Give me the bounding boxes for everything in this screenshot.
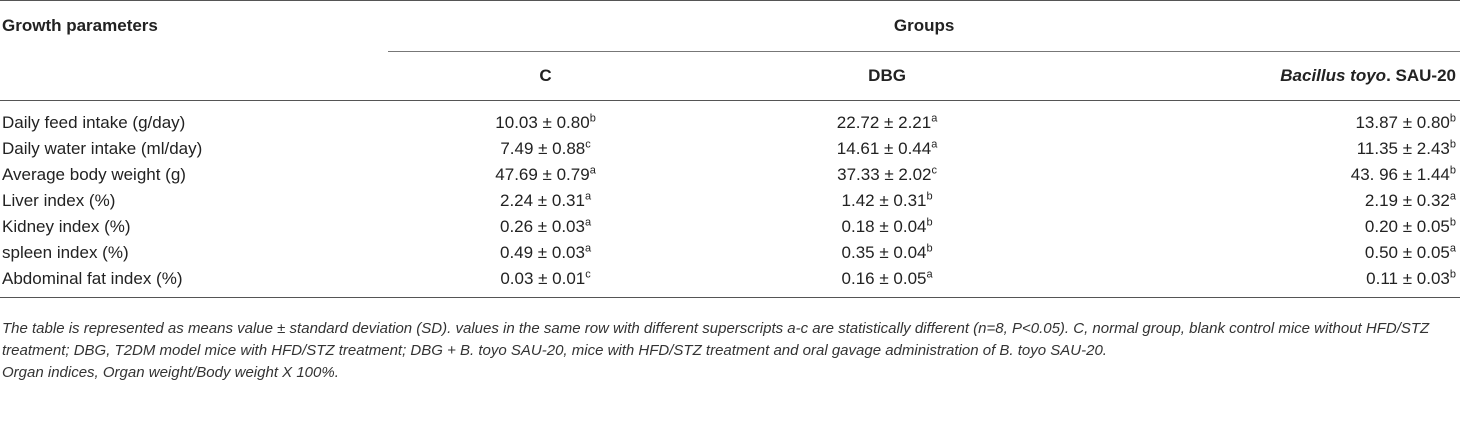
header-growth-parameters: Growth parameters: [2, 16, 158, 36]
row-label: Daily feed intake (g/day): [2, 113, 186, 132]
row-label: Kidney index (%): [2, 217, 131, 236]
row-label: Liver index (%): [2, 191, 116, 210]
cell-value: 0.49 ± 0.03a: [500, 242, 592, 262]
row-label: Average body weight (g): [2, 165, 186, 184]
table-row: spleen index (%) 0.49 ± 0.03a 0.35 ± 0.0…: [0, 240, 1460, 266]
row-label: Daily water intake (ml/day): [2, 139, 203, 158]
cell-value: 0.26 ± 0.03a: [500, 216, 592, 236]
header-group-dbg: DBG: [868, 66, 906, 85]
cell-value: 14.61 ± 0.44a: [836, 138, 938, 158]
table-footnote-main: The table is represented as means value …: [2, 320, 1430, 359]
cell-value: 47.69 ± 0.79a: [495, 164, 596, 184]
cell-value: 0.11 ± 0.03b: [1366, 268, 1456, 288]
cell-value: 0.50 ± 0.05a: [1364, 242, 1456, 262]
cell-value: 7.49 ± 0.88c: [500, 138, 591, 158]
growth-parameters-table: Growth parameters Groups C DBG Bacillus …: [0, 0, 1460, 298]
table-row: Daily feed intake (g/day) 10.03 ± 0.80b …: [0, 101, 1460, 137]
header-empty-cell: [0, 52, 388, 101]
table-footnote-organ-indices: Organ indices, Organ weight/Body weight …: [2, 364, 339, 381]
table-row: Daily water intake (ml/day) 7.49 ± 0.88c…: [0, 136, 1460, 162]
header-group-bacillus: Bacillus toyo. SAU-20: [1280, 66, 1456, 85]
row-label: spleen index (%): [2, 243, 129, 262]
cell-value: 1.42 ± 0.31b: [841, 190, 933, 210]
cell-value: 11.35 ± 2.43b: [1356, 138, 1456, 158]
table-row: Kidney index (%) 0.26 ± 0.03a 0.18 ± 0.0…: [0, 214, 1460, 240]
header-group-c: C: [539, 66, 552, 85]
cell-value: 13.87 ± 0.80b: [1355, 112, 1456, 132]
table-row: Abdominal fat index (%) 0.03 ± 0.01c 0.1…: [0, 266, 1460, 298]
cell-value: 43. 96 ± 1.44b: [1350, 164, 1456, 184]
cell-value: 0.35 ± 0.04b: [841, 242, 933, 262]
row-label: Abdominal fat index (%): [2, 269, 183, 288]
cell-value: 0.18 ± 0.04b: [841, 216, 933, 236]
table-row: Liver index (%) 2.24 ± 0.31a 1.42 ± 0.31…: [0, 188, 1460, 214]
cell-value: 0.03 ± 0.01c: [500, 268, 591, 288]
cell-value: 2.24 ± 0.31a: [500, 190, 592, 210]
table-row: Average body weight (g) 47.69 ± 0.79a 37…: [0, 162, 1460, 188]
cell-value: 37.33 ± 2.02c: [837, 164, 938, 184]
header-groups: Groups: [388, 0, 1460, 52]
cell-value: 10.03 ± 0.80b: [495, 112, 596, 132]
cell-value: 0.16 ± 0.05a: [841, 268, 933, 288]
cell-value: 2.19 ± 0.32a: [1364, 190, 1456, 210]
cell-value: 0.20 ± 0.05b: [1364, 216, 1456, 236]
cell-value: 22.72 ± 2.21a: [836, 112, 938, 132]
